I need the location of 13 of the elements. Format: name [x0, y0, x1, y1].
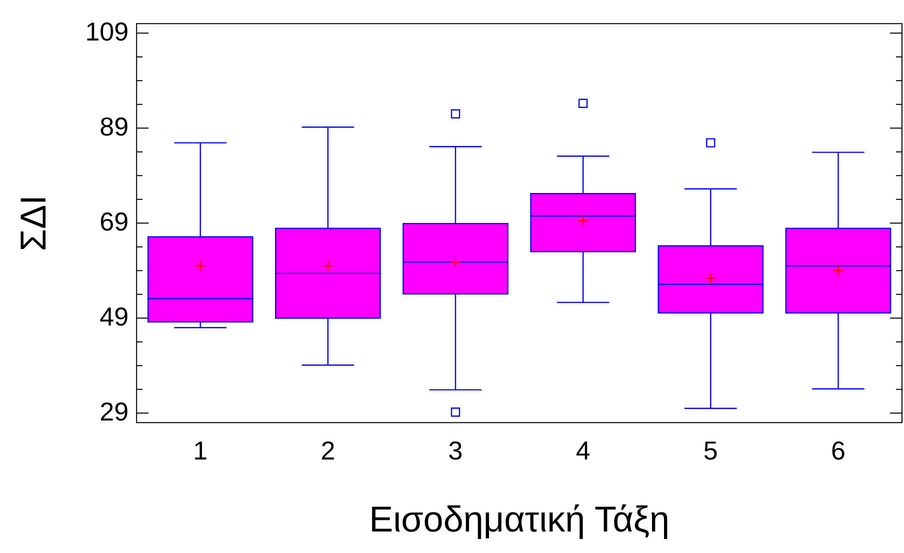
y-tick-label: 109 — [85, 16, 129, 46]
y-tick-label: 29 — [100, 396, 129, 426]
y-tick-label: 89 — [100, 111, 129, 142]
x-tick-label: 5 — [703, 435, 718, 466]
y-axis-title: ΣΔΙ — [12, 194, 54, 252]
x-tick-label: 4 — [576, 435, 590, 466]
x-tick-label: 6 — [830, 435, 846, 466]
x-axis-title: Εισοδηματική Τάξη — [369, 498, 670, 540]
x-tick-label: 2 — [320, 435, 336, 466]
x-tick-label: 1 — [193, 435, 208, 466]
x-tick-label: 3 — [448, 435, 463, 466]
y-tick-label: 49 — [100, 301, 129, 332]
y-tick-label: 69 — [100, 206, 129, 236]
